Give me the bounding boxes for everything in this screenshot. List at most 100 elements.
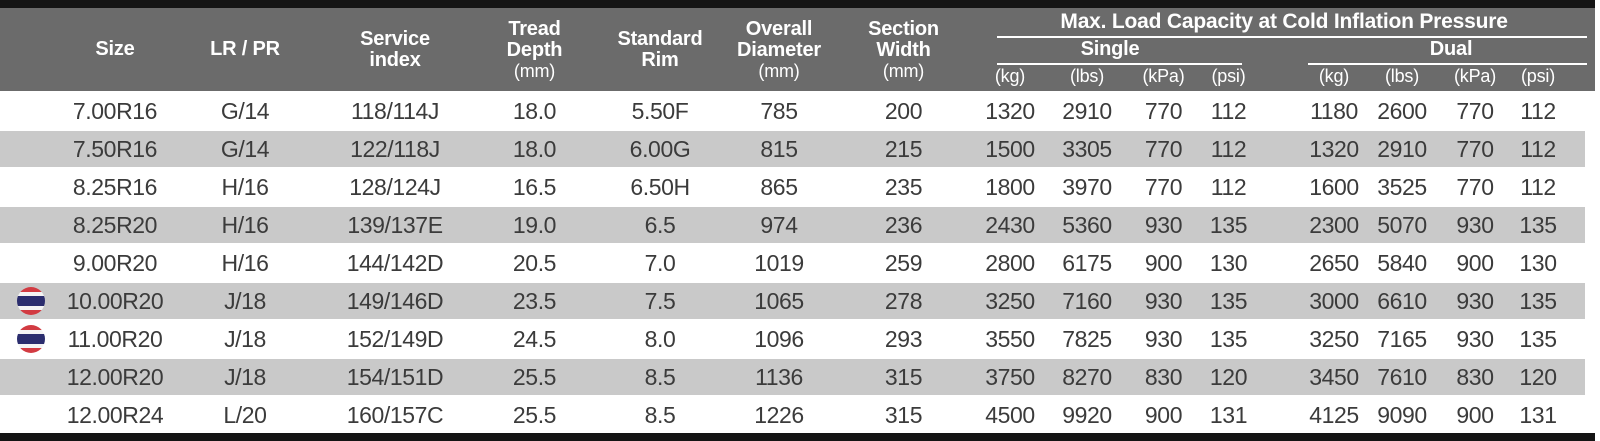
col-header-label: Overall Diameter [737,17,821,61]
single-kpa-cell: 770 [1122,167,1205,207]
lr-pr-cell: J/18 [168,281,322,321]
single-lbs-cell: 5360 [1052,205,1122,245]
col-header-label: Standard Rim [617,27,703,71]
table-row: 7.00R16 G/14 118/114J 18.0 5.50F 785 200… [0,91,1600,131]
row-right-margin [1564,91,1600,131]
dual-psi-cell: 112 [1512,167,1564,207]
single-kpa-cell: 770 [1122,91,1205,131]
tread-depth-cell: 16.5 [468,167,601,207]
standard-rim-cell: 7.0 [601,243,719,283]
tread-depth-cell: 20.5 [468,243,601,283]
single-psi-cell: 112 [1205,167,1252,207]
col-header-label: Section Width [868,17,939,61]
overall-diameter-cell: 974 [719,205,839,245]
section-width-cell: 236 [839,205,968,245]
col-header-standard-rim: Standard Rim [601,8,719,92]
table-header: Size LR / PR Service index Tread Depth (… [0,8,1600,92]
dual-kpa-cell: 900 [1438,395,1512,435]
dual-kpa-cell: 900 [1438,243,1512,283]
single-kg-cell: 1500 [968,129,1052,169]
standard-rim-cell: 6.5 [601,205,719,245]
dual-lbs-cell: 7610 [1366,357,1438,397]
standard-rim-cell: 6.50H [601,167,719,207]
tread-depth-cell: 24.5 [468,319,601,359]
col-header-label: Tread Depth [506,17,563,61]
col-header-label: LR / PR [210,38,280,60]
col-header-lr-pr: LR / PR [168,8,322,92]
section-width-cell: 293 [839,319,968,359]
gap-cell [1252,167,1302,207]
table-row: 12.00R24 L/20 160/157C 25.5 8.5 1226 315… [0,395,1600,435]
single-kpa-cell: 900 [1122,243,1205,283]
service-index-cell: 122/118J [322,129,468,169]
dual-kg-cell: 2650 [1302,243,1366,283]
size-cell: 12.00R24 [62,395,168,435]
dual-psi-cell: 112 [1512,129,1564,169]
single-psi-cell: 131 [1205,395,1252,435]
dual-lbs-header: (lbs) [1366,65,1438,92]
header-right-margin [1564,65,1600,92]
single-kpa-cell: 930 [1122,205,1205,245]
section-width-cell: 235 [839,167,968,207]
row-right-margin [1564,167,1600,207]
dual-kpa-cell: 930 [1438,319,1512,359]
table-row: 8.25R16 H/16 128/124J 16.5 6.50H 865 235… [0,167,1600,207]
gap-cell [1252,91,1302,131]
single-lbs-header: (lbs) [1052,65,1122,92]
top-divider-bar [0,0,1595,8]
single-psi-cell: 135 [1205,319,1252,359]
col-header-size: Size [62,8,168,92]
dual-psi-cell: 131 [1512,395,1564,435]
dual-kg-cell: 1320 [1302,129,1366,169]
col-header-label: Size [95,38,135,60]
single-psi-cell: 112 [1205,91,1252,131]
table-row: 10.00R20 J/18 149/146D 23.5 7.5 1065 278… [0,281,1600,321]
dual-psi-cell: 112 [1512,91,1564,131]
dual-psi-cell: 130 [1512,243,1564,283]
gap-cell [1252,205,1302,245]
gap-cell [1252,357,1302,397]
single-lbs-cell: 9920 [1052,395,1122,435]
overall-diameter-cell: 1226 [719,395,839,435]
flag-cell [0,319,62,359]
single-kg-cell: 3550 [968,319,1052,359]
overall-diameter-cell: 815 [719,129,839,169]
standard-rim-cell: 7.5 [601,281,719,321]
col-header-label: Service index [360,27,430,71]
dual-underline [1308,63,1588,65]
col-header-overall-diameter: Overall Diameter (mm) [719,8,839,92]
single-lbs-cell: 3305 [1052,129,1122,169]
standard-rim-cell: 6.00G [601,129,719,169]
lr-pr-cell: H/16 [168,243,322,283]
section-width-cell: 278 [839,281,968,321]
table-row: 9.00R20 H/16 144/142D 20.5 7.0 1019 259 … [0,243,1600,283]
dual-kpa-cell: 830 [1438,357,1512,397]
overall-diameter-cell: 1136 [719,357,839,397]
flag-cell [0,281,62,321]
tread-depth-cell: 18.0 [468,129,601,169]
dual-psi-cell: 120 [1512,357,1564,397]
row-right-margin [1564,243,1600,283]
single-kg-cell: 4500 [968,395,1052,435]
single-kg-cell: 1800 [968,167,1052,207]
size-cell: 8.25R16 [62,167,168,207]
single-lbs-cell: 6175 [1052,243,1122,283]
row-right-margin [1564,281,1600,321]
thailand-flag-icon [17,325,45,354]
dual-kpa-header: (kPa) [1438,65,1512,92]
col-header-service-index: Service index [322,8,468,92]
lr-pr-cell: H/16 [168,167,322,207]
dual-kg-cell: 3250 [1302,319,1366,359]
single-psi-header: (psi) [1205,65,1252,92]
dual-psi-cell: 135 [1512,319,1564,359]
dual-kpa-cell: 770 [1438,129,1512,169]
dual-lbs-cell: 2910 [1366,129,1438,169]
service-index-cell: 152/149D [322,319,468,359]
dual-kpa-cell: 770 [1438,167,1512,207]
dual-kpa-cell: 930 [1438,281,1512,321]
section-width-cell: 315 [839,395,968,435]
row-right-margin [1564,129,1600,169]
flag-cell [0,395,62,435]
standard-rim-cell: 5.50F [601,91,719,131]
